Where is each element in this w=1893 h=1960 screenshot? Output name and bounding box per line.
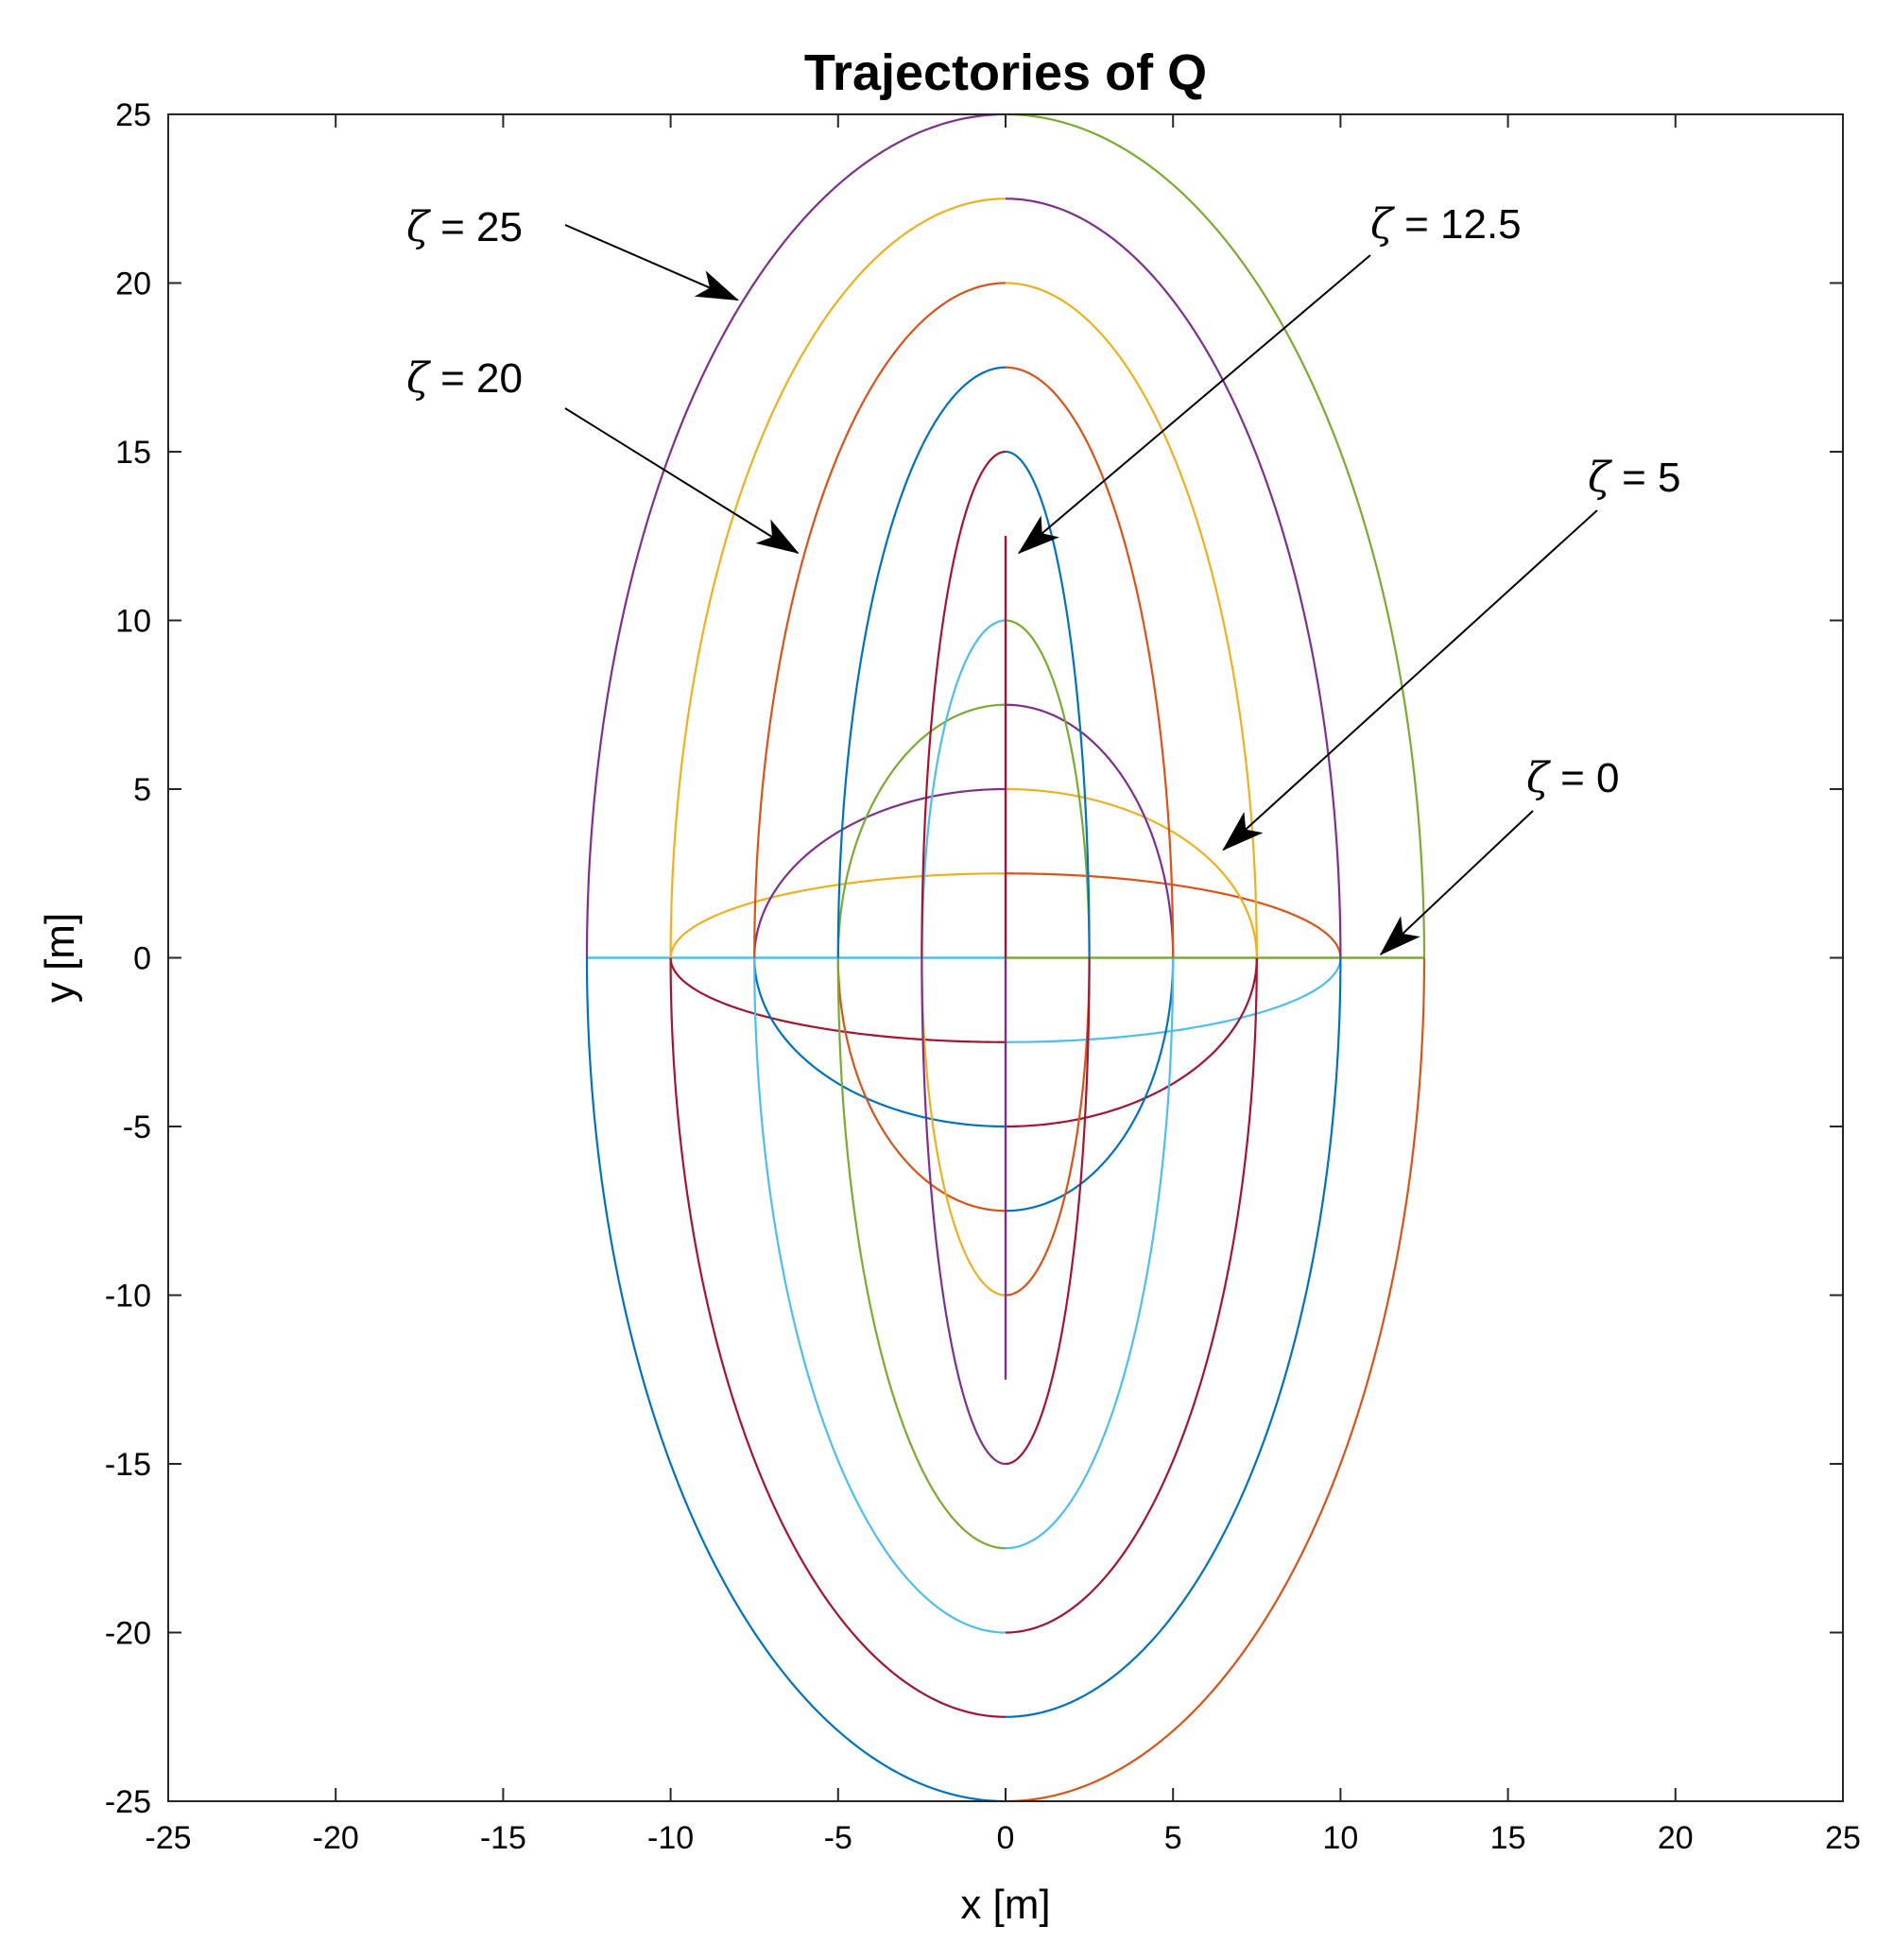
trajectory-curve-zeta-2_5-ul (669, 872, 1006, 958)
y-tick-label: -20 (105, 1616, 151, 1652)
trajectory-curve-zeta-10-ul (921, 619, 1007, 958)
trajectory-curve-zeta-25-ll (585, 957, 1007, 1803)
annotation-label: ζ = 0 (1526, 754, 1619, 802)
annotation-arrow-head (1379, 916, 1420, 956)
y-tick-label: -10 (105, 1279, 151, 1315)
annotation-zeta: ζ = 12.5 (1017, 200, 1522, 555)
annotation-zeta: ζ = 25 (406, 203, 739, 301)
x-tick-label: -10 (647, 1820, 694, 1856)
trajectory-curve-zeta-22_5-ll (669, 957, 1007, 1718)
annotation-zeta: ζ = 20 (406, 354, 800, 554)
trajectory-curve-zeta-10-ll (921, 957, 1007, 1297)
trajectory-curve-zeta-22_5-ur (1005, 198, 1342, 958)
trajectory-curve-zeta-20-ur (1005, 282, 1258, 958)
trajectory-curve-zeta-17_5-ll (836, 957, 1007, 1550)
annotation-label: ζ = 20 (406, 354, 523, 403)
y-tick-label: -15 (105, 1447, 151, 1483)
trajectory-curve-zeta-17_5-ul (836, 366, 1007, 958)
trajectory-curve-zeta-17_5-lr (1005, 957, 1175, 1550)
trajectory-curve-zeta-20-ll (753, 957, 1007, 1634)
annotation-label: ζ = 5 (1588, 454, 1680, 502)
x-tick-label: 20 (1658, 1820, 1694, 1856)
y-axis-title: y [m] (37, 913, 83, 1003)
trajectory-curve-zeta-15-ur (1005, 450, 1091, 958)
trajectory-curve-zeta-22_5-ul (669, 198, 1007, 958)
trajectory-curve-zeta-25-ur (1005, 112, 1426, 958)
x-tick-label: 15 (1490, 1820, 1526, 1856)
y-tick-label: -25 (105, 1784, 151, 1820)
annotation-arrow-head (694, 270, 739, 301)
annotation-zeta: ζ = 5 (1222, 454, 1680, 851)
trajectory-curve-zeta-7_5-ur (1005, 703, 1175, 958)
curves-layer (585, 112, 1426, 1803)
annotation-arrow-head (1222, 812, 1264, 851)
trajectory-curve-zeta-25-lr (1005, 957, 1426, 1803)
chart-title: Trajectories of Q (804, 44, 1207, 101)
trajectory-curve-zeta-20-lr (1005, 957, 1258, 1634)
trajectory-curve-zeta-2_5-ll (669, 957, 1006, 1043)
trajectory-curve-zeta-7_5-lr (1005, 957, 1175, 1212)
annotation-zeta: ζ = 0 (1379, 754, 1619, 956)
y-tick-label: 10 (115, 604, 151, 640)
y-tick-label: 5 (133, 772, 151, 808)
trajectory-curve-zeta-5-ur (1005, 787, 1258, 958)
trajectory-curve-zeta-25-ul (585, 112, 1007, 958)
y-tick-label: -5 (123, 1109, 151, 1145)
trajectory-curve-zeta-2_5-lr (1006, 957, 1342, 1043)
trajectory-curve-zeta-15-ll (921, 957, 1007, 1466)
x-tick-label: -5 (824, 1820, 852, 1856)
trajectory-curve-zeta-17_5-ur (1005, 366, 1175, 958)
trajectory-curve-zeta-15-ul (921, 450, 1007, 958)
trajectory-curve-zeta-5-ul (753, 787, 1007, 958)
trajectory-curve-zeta-22_5-lr (1005, 957, 1342, 1718)
annotation-arrow-line (564, 407, 799, 554)
y-tick-label: 25 (115, 97, 151, 133)
annotation-arrow-head (755, 519, 800, 554)
axes-layer: -25 -20 -15 -10 -5 0 5 10 15 20 25 -25 -20 -15 -10 -5 0 5… (105, 97, 1861, 1856)
trajectory-curve-zeta-10-lr (1005, 957, 1091, 1297)
annotation-label: ζ = 12.5 (1370, 200, 1522, 249)
x-axis-title: x [m] (960, 1882, 1050, 1928)
annotation-arrow-line (1222, 509, 1598, 851)
trajectory-curve-zeta-2_5-ur (1006, 872, 1342, 958)
x-tick-label: -15 (480, 1820, 526, 1856)
trajectory-curve-zeta-20-ul (753, 282, 1007, 958)
annotation-label: ζ = 25 (406, 203, 523, 251)
x-tick-label: -20 (313, 1820, 359, 1856)
y-tick-label: 15 (115, 435, 151, 471)
x-tick-label: 5 (1164, 1820, 1182, 1856)
annotation-arrow-line (564, 224, 738, 301)
x-tick-label: 25 (1825, 1820, 1861, 1856)
trajectory-curve-zeta-5-ll (753, 957, 1007, 1128)
trajectory-curve-zeta-10-ur (1005, 619, 1091, 958)
annotation-arrow-head (1017, 515, 1059, 555)
x-tick-label: 0 (997, 1820, 1015, 1856)
y-tick-label: 0 (133, 941, 151, 977)
annotation-arrow-line (1018, 254, 1371, 554)
x-tick-label: -25 (145, 1820, 191, 1856)
annotation-arrow-line (1380, 810, 1534, 955)
annotations-layer: ζ = 25 ζ = 20 ζ = 12.5 ζ = 5 ζ = 0 (406, 200, 1680, 956)
x-tick-label: 10 (1322, 1820, 1358, 1856)
y-tick-label: 20 (115, 266, 151, 302)
trajectory-curve-zeta-15-lr (1005, 957, 1091, 1466)
trajectory-curve-zeta-7_5-ll (836, 957, 1007, 1212)
trajectory-curve-zeta-7_5-ul (836, 703, 1007, 958)
trajectory-curve-zeta-5-lr (1005, 957, 1258, 1128)
